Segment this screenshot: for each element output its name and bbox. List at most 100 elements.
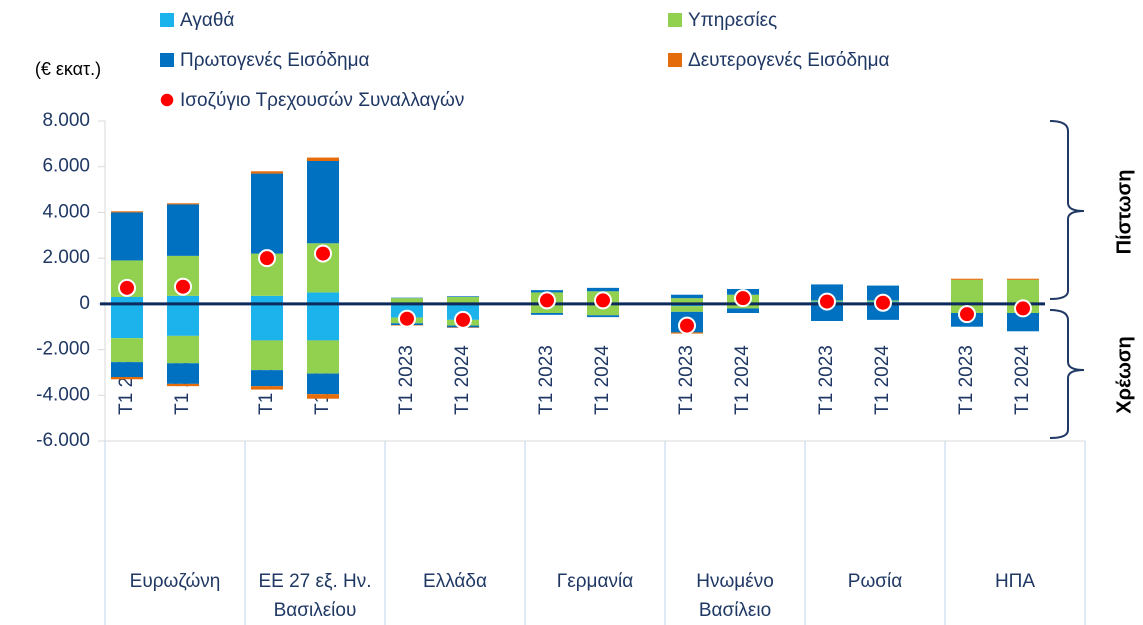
bar-credit bbox=[671, 294, 703, 299]
bar-debit bbox=[251, 386, 283, 390]
x-tick-label: Τ1 2024 bbox=[1012, 345, 1033, 415]
bar-credit bbox=[307, 292, 339, 304]
balance-marker bbox=[874, 293, 892, 312]
bar-debit bbox=[587, 315, 619, 318]
bar-debit bbox=[531, 313, 563, 315]
group-label: Ηνωμένο Βασίλειο bbox=[696, 571, 774, 621]
balance-marker bbox=[594, 291, 612, 310]
legend-label: Δευτερογενές Εισόδημα bbox=[688, 50, 890, 71]
bar-credit bbox=[531, 290, 563, 293]
bar-credit bbox=[587, 287, 619, 292]
bar-debit bbox=[167, 335, 199, 364]
y-tick-label: 4.000 bbox=[42, 201, 90, 222]
bar-credit bbox=[251, 171, 283, 174]
legend-label: Πρωτογενές Εισόδημα bbox=[180, 50, 370, 71]
bar-debit bbox=[671, 306, 703, 312]
x-tick-label: Τ1 2023 bbox=[816, 345, 837, 415]
bar-credit bbox=[111, 297, 143, 304]
legend-label: Ισοζύγιο Τρεχουσών Συναλλαγών bbox=[180, 90, 464, 111]
group-label: ΕΕ 27 εξ. Ην. Βασιλείου bbox=[258, 571, 372, 621]
bar-credit bbox=[251, 295, 283, 304]
bar-credit bbox=[307, 157, 339, 161]
legend-label: Υπηρεσίες bbox=[688, 10, 777, 31]
bar-credit bbox=[1007, 278, 1039, 280]
bar-debit bbox=[251, 340, 283, 371]
balance-marker bbox=[1014, 299, 1032, 318]
bar-debit bbox=[727, 308, 759, 313]
y-tick-label: -4.000 bbox=[36, 384, 90, 405]
balance-marker bbox=[958, 305, 976, 324]
unit-label: (€ εκατ.) bbox=[35, 59, 101, 79]
bar-credit bbox=[167, 295, 199, 304]
bar-debit bbox=[307, 373, 339, 395]
balance-marker bbox=[258, 249, 276, 268]
y-tick-label: 8.000 bbox=[42, 110, 90, 131]
bar-debit bbox=[307, 394, 339, 399]
bar-debit bbox=[167, 383, 199, 387]
bar-debit bbox=[111, 303, 143, 339]
balance-marker bbox=[398, 309, 416, 328]
bar-credit bbox=[307, 161, 339, 244]
bar-debit bbox=[1007, 313, 1039, 332]
bar-debit bbox=[111, 338, 143, 363]
legend-label: Αγαθά bbox=[180, 10, 234, 31]
bar-credit bbox=[951, 279, 983, 304]
balance-marker bbox=[818, 292, 836, 311]
legend-marker bbox=[159, 92, 175, 108]
bar-credit bbox=[447, 296, 479, 297]
bar-credit bbox=[671, 298, 703, 304]
bar-credit bbox=[391, 298, 423, 304]
x-tick-label: Τ1 2023 bbox=[396, 345, 417, 415]
x-tick-label: Τ1 2023 bbox=[956, 345, 977, 415]
bar-debit bbox=[587, 303, 619, 316]
bar-debit bbox=[251, 370, 283, 387]
bar-credit bbox=[811, 284, 843, 301]
x-tick-label: Τ1 2024 bbox=[452, 345, 473, 415]
balance-marker bbox=[678, 316, 696, 335]
y-tick-label: 0 bbox=[79, 293, 90, 314]
group-label: Γερμανία bbox=[556, 571, 634, 592]
bar-debit bbox=[307, 303, 339, 341]
bar-debit bbox=[167, 363, 199, 384]
legend-swatch bbox=[668, 53, 682, 67]
balance-marker bbox=[734, 289, 752, 308]
x-tick-label: Τ1 2023 bbox=[536, 345, 557, 415]
balance-marker bbox=[538, 291, 556, 310]
legend-swatch bbox=[668, 13, 682, 27]
group-label: Ευρωζώνη bbox=[129, 571, 221, 592]
bar-debit bbox=[307, 340, 339, 374]
bar-credit bbox=[251, 173, 283, 254]
y-tick-label: -2.000 bbox=[36, 339, 90, 360]
bar-debit bbox=[111, 362, 143, 377]
balance-marker bbox=[314, 244, 332, 263]
x-tick-label: Τ1 2023 bbox=[676, 345, 697, 415]
bar-credit bbox=[447, 297, 479, 304]
legend-swatch bbox=[160, 13, 174, 27]
group-label: ΗΠΑ bbox=[994, 571, 1036, 592]
bar-credit bbox=[951, 278, 983, 280]
debit-bracket bbox=[1049, 309, 1085, 439]
bar-credit bbox=[167, 203, 199, 205]
bar-credit bbox=[867, 285, 899, 301]
y-tick-label: 2.000 bbox=[42, 247, 90, 268]
bar-credit bbox=[111, 212, 143, 261]
balance-marker bbox=[454, 310, 472, 329]
group-label: Ρωσία bbox=[847, 571, 903, 592]
debit-label: Χρέωση bbox=[1113, 336, 1135, 414]
balance-marker bbox=[174, 277, 192, 296]
y-tick-label: 6.000 bbox=[42, 156, 90, 177]
bar-credit bbox=[111, 211, 143, 213]
bar-debit bbox=[167, 303, 199, 336]
legend-swatch bbox=[160, 53, 174, 67]
balance-marker bbox=[118, 278, 136, 297]
x-tick-label: Τ1 2024 bbox=[732, 345, 753, 415]
bar-credit bbox=[167, 204, 199, 256]
bar-debit bbox=[811, 303, 843, 321]
bar-debit bbox=[251, 303, 283, 341]
credit-label: Πίστωση bbox=[1113, 170, 1135, 255]
credit-bracket bbox=[1049, 120, 1085, 300]
y-tick-label: -6.000 bbox=[36, 430, 90, 451]
x-tick-label: Τ1 2024 bbox=[872, 345, 893, 415]
